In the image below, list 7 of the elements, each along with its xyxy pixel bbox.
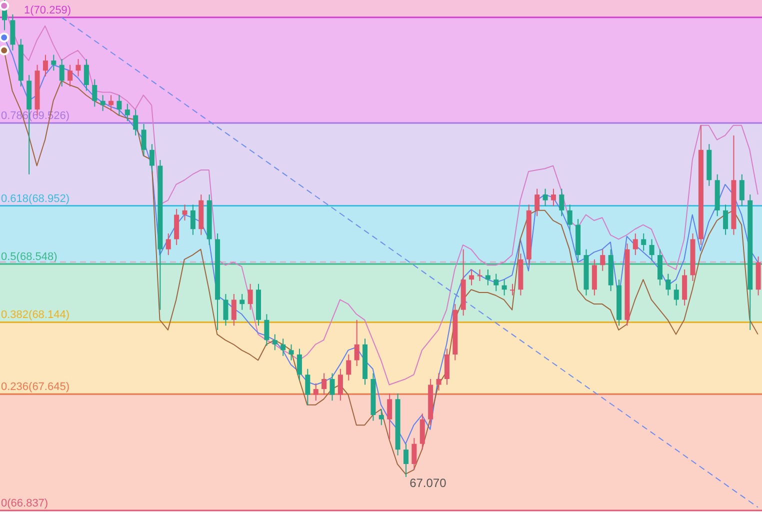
annotation: 67.070	[410, 476, 447, 490]
ref-line-label: 0.618(68.952)	[1, 192, 70, 205]
ref-line-label: 0.382(68.144)	[1, 309, 70, 322]
ref-line-label: 0.5(68.548)	[1, 250, 58, 263]
ref-line-label: 0.236(67.645)	[1, 381, 70, 394]
ref-line-label: 0(66.837)	[1, 498, 48, 510]
ref-line-label: 1(70.259)	[24, 4, 72, 16]
